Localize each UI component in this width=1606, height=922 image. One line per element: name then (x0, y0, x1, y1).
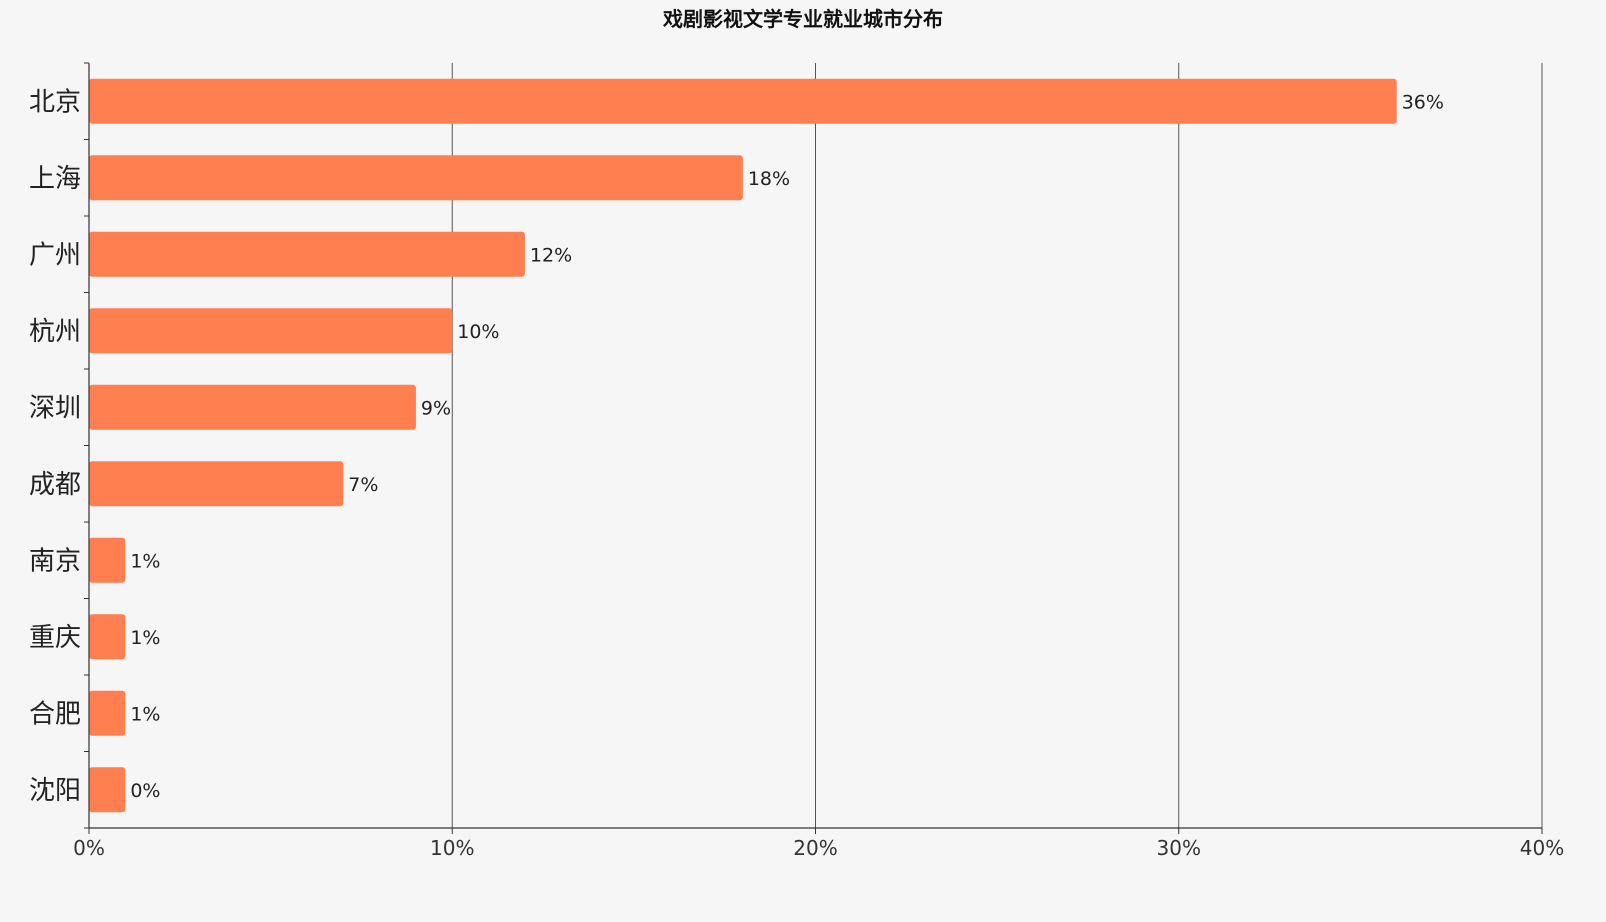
bar (89, 308, 453, 354)
x-tick-label: 40% (1520, 836, 1564, 860)
category-label: 广州 (29, 240, 81, 270)
category-label: 沈阳 (29, 776, 81, 806)
data-label: 1% (130, 550, 160, 572)
category-label: 深圳 (29, 393, 81, 423)
category-label: 南京 (29, 546, 81, 576)
category-label: 北京 (29, 87, 81, 117)
bar (89, 461, 344, 507)
data-label: 7% (348, 474, 378, 496)
data-label: 36% (1402, 91, 1444, 113)
data-label: 10% (457, 321, 499, 343)
category-label: 重庆 (29, 623, 81, 653)
category-label: 杭州 (29, 317, 81, 347)
data-label: 9% (421, 397, 451, 419)
bar (89, 690, 126, 736)
x-tick-label: 0% (73, 836, 105, 860)
bar (89, 767, 126, 813)
category-label: 成都 (29, 470, 81, 500)
chart-title: 戏剧影视文学专业就业城市分布 (662, 7, 943, 31)
bar (89, 384, 416, 430)
data-label: 18% (748, 168, 790, 190)
data-label: 0% (130, 780, 160, 802)
x-tick-label: 10% (430, 836, 474, 860)
bar (89, 78, 1397, 124)
bar (89, 231, 525, 277)
bar (89, 155, 743, 201)
bar (89, 537, 126, 583)
category-label: 合肥 (29, 699, 81, 729)
gridlines (451, 63, 1543, 828)
x-tick-label: 20% (793, 836, 837, 860)
data-label: 1% (130, 703, 160, 725)
labels: 0% 10% 20% 30% 40% 北京 36% 上海 18% 广州 12% 杭州 10% 深圳 9% 成都… (29, 87, 1564, 860)
bars (89, 78, 1397, 813)
bar (89, 614, 126, 660)
data-label: 1% (130, 627, 160, 649)
x-tick-label: 30% (1157, 836, 1201, 860)
category-label: 上海 (29, 164, 81, 194)
data-label: 12% (530, 244, 572, 266)
axes (84, 62, 1543, 834)
